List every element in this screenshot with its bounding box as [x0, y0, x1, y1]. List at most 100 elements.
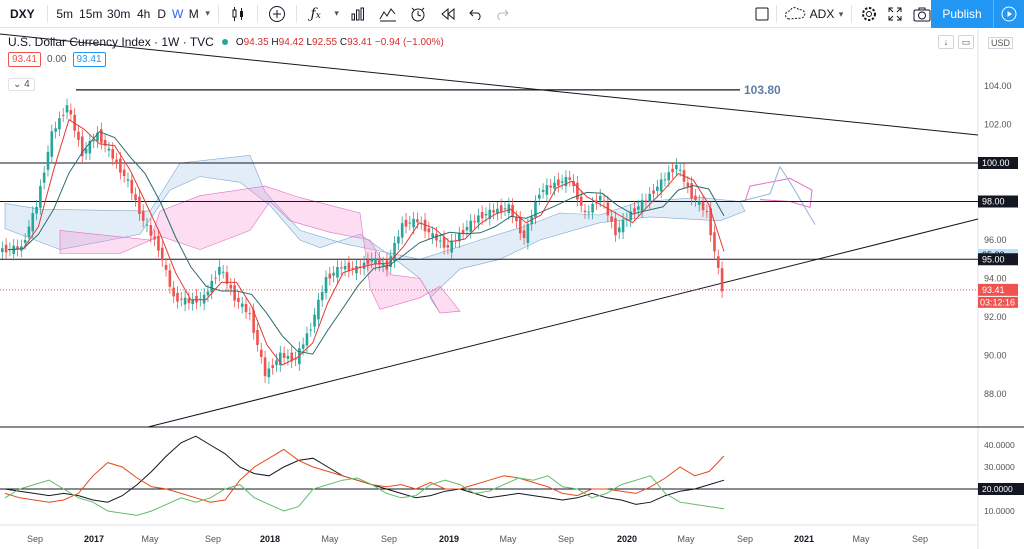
adx-tick-label: 30.0000 [984, 462, 1015, 472]
arrow-down-icon[interactable]: ↓ [938, 35, 954, 49]
candle-body [35, 206, 38, 214]
candle-body [237, 297, 240, 303]
candles-icon[interactable] [223, 0, 253, 28]
candle-body [477, 215, 480, 223]
candle-body [568, 177, 572, 180]
chart-area[interactable]: 104.00 102.00 100.00 98.00 96.00 94.00 92.00 90… [0, 29, 1024, 549]
candle-body [240, 303, 244, 307]
candle-body [469, 220, 473, 232]
cloud-icon[interactable] [781, 0, 809, 28]
candle-body [564, 176, 568, 187]
candle-body [484, 214, 488, 216]
templates-icon[interactable] [373, 0, 403, 28]
alert-clock-icon[interactable] [403, 0, 433, 28]
candle-body [507, 204, 511, 214]
candle-body [92, 140, 95, 142]
layout-dropdown-icon[interactable]: ▾ [838, 8, 844, 19]
candle-body [176, 292, 179, 302]
candle-body [713, 232, 716, 252]
price-chart[interactable]: 104.00 102.00 100.00 98.00 96.00 94.00 92.00 90… [0, 29, 1024, 549]
adx-level-label: 20.0000 [982, 484, 1013, 494]
currency-label[interactable]: USD [988, 37, 1014, 49]
candle-body [100, 129, 103, 143]
legend-values: 93.41 0.00 93.41 [8, 52, 106, 67]
candle-body [480, 212, 484, 219]
candle-body [225, 272, 229, 284]
candle-body [583, 210, 587, 213]
ohlc-open: 94.35 [243, 36, 269, 48]
ascending-trendline [147, 218, 979, 428]
candle-body [122, 169, 126, 176]
candle-body [492, 210, 495, 213]
candle-body [27, 226, 31, 238]
price-tick-label: 96.00 [984, 235, 1007, 245]
candle-body [515, 217, 518, 222]
adx-tick-label: 40.0000 [984, 440, 1015, 450]
candle-body [42, 172, 46, 183]
redo-icon[interactable] [489, 0, 515, 28]
price-label-text: 98.00 [982, 197, 1005, 207]
candle-body [393, 242, 396, 262]
fullscreen-icon[interactable] [882, 0, 908, 28]
candle-body [336, 266, 339, 278]
candle-body [202, 294, 206, 304]
layout-square-icon[interactable] [752, 0, 772, 28]
indicators-toggle[interactable]: ⌄ 4 [8, 78, 35, 91]
financials-icon[interactable] [343, 0, 373, 28]
ray-label: 103.80 [744, 83, 781, 97]
candle-body [256, 329, 259, 345]
time-axis-label: Sep [558, 534, 574, 544]
time-axis-label: Sep [381, 534, 397, 544]
symbol-search[interactable]: DXY [10, 6, 35, 21]
ask-value[interactable]: 93.41 [72, 52, 106, 67]
candle-body [160, 247, 164, 261]
candle-body [656, 186, 659, 191]
maximize-pane-icon[interactable]: ▭ [958, 35, 974, 49]
adx-level-box [978, 483, 1024, 495]
candle-body [65, 105, 69, 113]
candle-body [652, 190, 655, 194]
indicators-fx-icon[interactable]: ƒx [310, 5, 321, 22]
candle-body [697, 201, 701, 205]
price-tick-label: 90.00 [984, 351, 1007, 361]
ohlc-high: 94.42 [278, 36, 304, 48]
timeframe-dropdown-icon[interactable]: ▾ [205, 8, 210, 18]
candle-body [438, 240, 442, 242]
candle-body [617, 227, 621, 233]
publish-button[interactable]: Publish [931, 0, 993, 28]
candle-body [69, 110, 73, 115]
camera-icon[interactable] [908, 0, 936, 28]
candle-body [320, 291, 324, 301]
candle-body [271, 365, 274, 369]
undo-icon[interactable] [463, 0, 489, 28]
candle-body [416, 219, 419, 223]
candle-body [80, 136, 84, 157]
candle-body [305, 333, 309, 346]
candle-body [172, 287, 175, 297]
candle-body [667, 172, 671, 181]
timeframe-d[interactable]: D [157, 6, 167, 21]
timeframe-30m[interactable]: 30m [107, 6, 131, 21]
timeframe-m[interactable]: M [188, 6, 199, 21]
candle-body [576, 182, 579, 200]
candle-body [648, 193, 652, 202]
candle-body [488, 209, 492, 219]
indicators-dropdown-icon[interactable]: ▾ [334, 8, 339, 18]
candle-body [77, 131, 80, 140]
gear-icon[interactable] [856, 0, 882, 28]
candle-body [282, 353, 286, 358]
bid-value[interactable]: 93.41 [8, 52, 42, 67]
timeframe-5m[interactable]: 5m [56, 6, 74, 21]
replay-icon[interactable] [433, 0, 463, 28]
play-icon[interactable] [993, 0, 1024, 28]
price-tick-label: 92.00 [984, 312, 1007, 322]
compare-add-icon[interactable] [262, 0, 292, 28]
moving-average-fast [7, 118, 725, 366]
timeframe-w[interactable]: W [172, 6, 184, 21]
timeframe-15m[interactable]: 15m [79, 6, 103, 21]
candle-body [221, 271, 225, 273]
indicator-name-label[interactable]: ADX [809, 7, 835, 21]
candle-body [671, 168, 674, 173]
timeframe-4h[interactable]: 4h [137, 6, 151, 21]
candle-body [4, 244, 8, 253]
